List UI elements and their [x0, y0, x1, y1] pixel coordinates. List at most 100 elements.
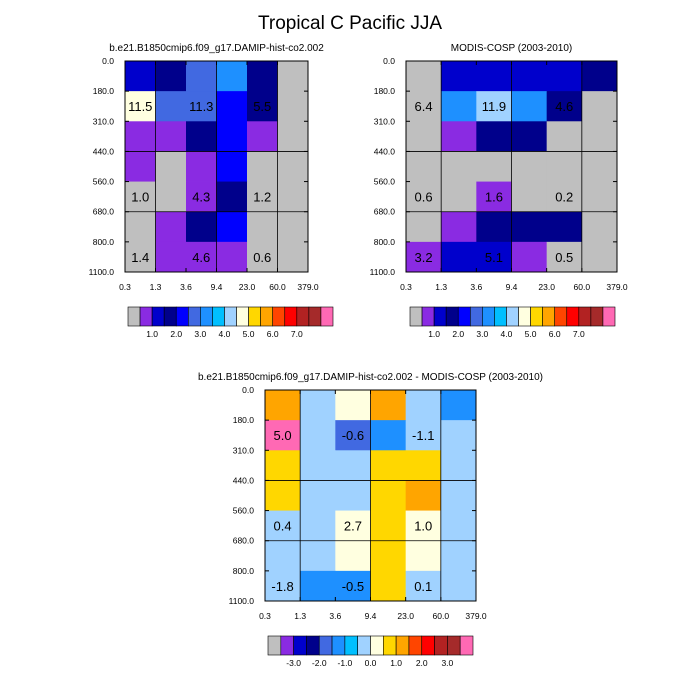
heatmap-cell: [265, 390, 301, 421]
heatmap-cell: [476, 151, 512, 182]
x-tick-label: 3.6: [470, 282, 482, 292]
colorbar-swatch: [267, 635, 282, 656]
colorbar-swatch: [175, 306, 189, 327]
colorbar-swatch: [447, 635, 461, 656]
heatmap-cell: [155, 61, 187, 92]
colorbar-swatch: [542, 306, 556, 327]
heatmap-cell: [441, 181, 477, 213]
colorbar-swatch: [421, 635, 435, 656]
heatmap-cell: [406, 241, 442, 273]
heatmap-cell: [335, 390, 371, 421]
colorbar-swatch: [566, 306, 580, 327]
y-tick-label: 0.0: [242, 385, 254, 395]
heatmap-cell: [335, 540, 371, 572]
x-tick-label: 23.0: [239, 282, 256, 292]
x-tick-label: 9.4: [506, 282, 518, 292]
y-tick-label: 680.0: [233, 536, 255, 546]
heatmap-cell: [247, 61, 278, 92]
heatmap-cell: [186, 121, 217, 152]
colorbar-swatch: [395, 635, 410, 656]
heatmap-cell: [405, 570, 442, 602]
data-label: 11.3: [189, 99, 213, 114]
colorbar-label: -2.0: [312, 658, 327, 668]
y-tick-label: 440.0: [233, 475, 255, 485]
y-tick-label: 1100.0: [229, 596, 255, 606]
colorbar-swatch: [308, 306, 322, 327]
heatmap-cell: [370, 480, 407, 511]
data-label: 5.1: [485, 250, 503, 265]
heatmap-cell: [247, 181, 278, 213]
data-label: 0.1: [414, 579, 432, 594]
colorbar-label: 7.0: [291, 329, 303, 339]
heatmap-cell: [406, 181, 442, 213]
x-tick-label: 0.3: [259, 611, 271, 621]
data-label: 5.0: [274, 428, 292, 443]
colorbar-swatch: [331, 635, 346, 656]
data-label: 4.3: [192, 190, 210, 205]
x-tick-label: 379.0: [297, 282, 319, 292]
heatmap-cell: [370, 570, 407, 602]
colorbar-label: 3.0: [476, 329, 488, 339]
heatmap-cell: [440, 480, 477, 511]
heatmap-cell: [300, 450, 336, 481]
x-tick-label: 3.6: [180, 282, 192, 292]
colorbar: 1.0 2.0 3.0 4.0 5.0 6.0 7.0: [127, 306, 334, 339]
colorbar-swatch: [200, 306, 213, 327]
data-label: -1.8: [271, 579, 293, 594]
heatmap-cell: [370, 390, 407, 421]
data-label: 5.5: [253, 99, 271, 114]
colorbar-label: 1.0: [146, 329, 158, 339]
heatmap-cell: [247, 121, 278, 152]
heatmap-cell: [265, 540, 301, 572]
colorbar-swatch: [357, 635, 371, 656]
y-tick-label: 180.0: [93, 86, 115, 96]
heatmap-cell: [405, 480, 442, 511]
heatmap-cell: [277, 91, 309, 122]
heatmap-cell: [581, 181, 618, 213]
colorbar-swatch: [433, 306, 447, 327]
heatmap-cell: [300, 540, 336, 572]
heatmap-cell: [406, 91, 442, 122]
colorbar-swatch: [370, 635, 384, 656]
heatmap-cell: [476, 121, 512, 152]
heatmap-cell: [186, 241, 217, 273]
heatmap-cell: [581, 61, 618, 92]
colorbar-swatch: [578, 306, 592, 327]
y-tick-label: 680.0: [93, 207, 115, 217]
heatmap-cell: [300, 570, 336, 602]
y-tick-label: 800.0: [374, 237, 396, 247]
y-tick-label: 800.0: [93, 237, 115, 247]
heatmap-cell: [405, 450, 442, 481]
heatmap-cell: [476, 241, 512, 273]
colorbar-swatch: [421, 306, 435, 327]
heatmap-cell: [406, 121, 442, 152]
heatmap-cell: [405, 540, 442, 572]
heatmap-cell: [277, 211, 309, 243]
x-tick-label: 60.0: [433, 611, 450, 621]
heatmap-cell: [216, 181, 248, 213]
x-tick-label: 23.0: [397, 611, 414, 621]
y-tick-label: 1100.0: [370, 267, 396, 277]
heatmap-cell: [370, 510, 407, 542]
colorbar-swatch: [445, 306, 459, 327]
y-tick-label: 180.0: [374, 86, 396, 96]
heatmap-cell: [216, 211, 248, 243]
y-tick-label: 310.0: [93, 116, 115, 126]
data-label: 0.4: [274, 519, 292, 534]
y-tick-label: 560.0: [93, 177, 115, 187]
colorbar-label: 6.0: [267, 329, 279, 339]
heatmap-cell: [441, 121, 477, 152]
colorbar-label: 4.0: [219, 329, 231, 339]
heatmap-cell: [186, 211, 217, 243]
data-label: 6.4: [415, 99, 433, 114]
colorbar-swatch: [554, 306, 568, 327]
colorbar-label: 5.0: [243, 329, 255, 339]
heatmap-cell: [476, 211, 512, 243]
data-label: 1.2: [253, 190, 271, 205]
heatmap-cell: [277, 61, 309, 92]
heatmap-cell: [247, 151, 278, 182]
heatmap-panel-1: b.e21.B1850cmip6.f09_g17.DAMIP-hist-co2.…: [89, 43, 334, 339]
x-tick-label: 379.0: [465, 611, 487, 621]
heatmap-cell: [405, 420, 442, 451]
